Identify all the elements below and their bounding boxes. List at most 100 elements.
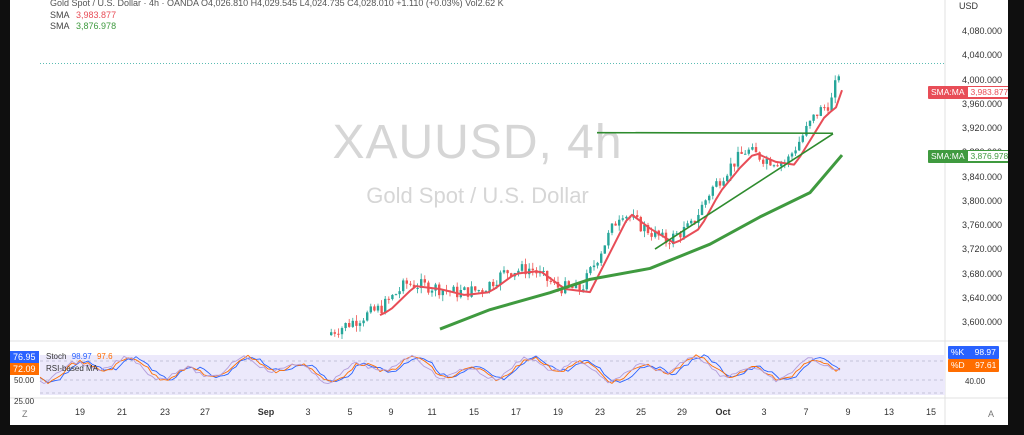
sma-slow-label: SMA	[50, 21, 70, 31]
candle-body	[582, 289, 585, 291]
candle-body	[463, 287, 466, 290]
candle-body	[718, 181, 722, 186]
d-tag: %D 97.61	[948, 359, 1000, 372]
candle-body	[772, 165, 776, 167]
candle-body	[618, 219, 621, 226]
time-tick-label: 25	[635, 407, 647, 417]
stoch-k-line	[39, 354, 841, 384]
price-tick-label: 3,800.000	[961, 195, 1002, 206]
time-tick-label: 23	[159, 407, 171, 417]
price-chart[interactable]	[10, 0, 1008, 425]
candle-body	[762, 159, 765, 164]
candle-body	[812, 114, 815, 121]
candle-body	[769, 158, 772, 166]
candle-body	[693, 220, 696, 223]
candle-body	[456, 286, 459, 298]
candle-body	[387, 298, 390, 300]
candle-body	[589, 267, 592, 274]
time-tick-label: 15	[468, 407, 480, 417]
candle-body	[499, 272, 502, 285]
candle-body	[416, 288, 419, 290]
candle-body	[808, 120, 812, 126]
candle-body	[391, 294, 394, 300]
candle-body	[625, 216, 628, 219]
candle-body	[423, 279, 426, 283]
candle-body	[567, 281, 570, 286]
auto-scale-icon[interactable]: A	[988, 409, 995, 419]
time-tick-label: 3	[305, 407, 311, 417]
indicator-level-25: 25.00	[14, 397, 35, 406]
candle-body	[672, 233, 675, 245]
candle-body	[826, 107, 830, 111]
candle-body	[747, 149, 750, 154]
candle-body	[686, 223, 689, 227]
time-tick-label: Oct	[715, 407, 731, 417]
candle-body	[765, 158, 768, 164]
candle-body	[787, 156, 790, 163]
candle-body	[607, 232, 610, 246]
price-tick-label: 4,000.000	[961, 74, 1002, 85]
candle-body	[675, 233, 678, 235]
chart-frame: XAUUSD, 4h Gold Spot / U.S. Dollar Gold …	[10, 0, 1008, 425]
time-tick-label: 11	[427, 407, 437, 417]
zoom-icon[interactable]: Z	[22, 409, 28, 419]
candle-body	[366, 312, 369, 321]
candle-body	[837, 76, 840, 81]
candle-body	[744, 153, 747, 155]
price-tick-label: 3,720.000	[961, 244, 1002, 255]
stoch-label: Stoch	[46, 352, 67, 361]
candle-body	[700, 204, 704, 215]
sma-fast-value: 3,983.877	[76, 10, 117, 20]
time-tick-label: 19	[552, 407, 564, 417]
candle-body	[571, 285, 574, 289]
k-tag-label: %K	[951, 347, 965, 357]
candle-body	[560, 287, 563, 294]
time-tick-label: 23	[594, 407, 606, 417]
candle-body	[348, 323, 351, 327]
candle-body	[405, 280, 408, 284]
candle-body	[708, 195, 711, 201]
candle-body	[722, 181, 725, 186]
candle-body	[542, 270, 545, 272]
time-tick-label: 3	[761, 407, 767, 417]
candle-body	[441, 290, 444, 296]
candle-body	[578, 282, 581, 291]
candle-body	[794, 150, 797, 154]
candle-body	[351, 320, 354, 327]
candle-body	[474, 286, 477, 291]
rsi-ma-line	[39, 354, 841, 385]
time-tick-label: 19	[74, 407, 86, 417]
candle-body	[495, 284, 498, 287]
indicator-level-50: 50.00	[14, 376, 35, 385]
sma-fast-legend[interactable]: SMA 3,983.877	[50, 10, 116, 21]
candle-body	[790, 153, 794, 157]
candle-body	[798, 141, 801, 151]
candle-body	[661, 232, 664, 236]
candle-body	[780, 162, 783, 167]
candle-body	[668, 243, 671, 245]
time-tick-label: 15	[925, 407, 937, 417]
price-tick-label: 4,040.000	[961, 50, 1002, 61]
candle-body	[715, 181, 718, 187]
stoch-legend[interactable]: Stoch 98.97 97.6	[46, 352, 113, 361]
candle-body	[517, 270, 520, 274]
time-tick-label: 29	[676, 407, 688, 417]
candle-body	[643, 224, 646, 232]
candle-body	[409, 283, 412, 285]
candle-body	[520, 264, 524, 271]
stoch-d-line	[39, 354, 841, 385]
candle-body	[614, 223, 617, 226]
time-tick-label: 17	[510, 407, 522, 417]
price-tick-label: 3,600.000	[961, 317, 1002, 327]
candle-body	[452, 286, 455, 292]
candle-body	[621, 218, 624, 220]
time-tick-label: 5	[347, 407, 353, 417]
candle-body	[726, 175, 729, 182]
indicator-right-tick: 40.00	[965, 377, 986, 386]
candle-body	[402, 280, 405, 292]
rsi-ma-legend[interactable]: RSI-based MA	[46, 364, 99, 373]
candle-body	[740, 151, 743, 154]
sma-slow-legend[interactable]: SMA 3,876.978	[50, 21, 116, 32]
candle-body	[506, 270, 509, 274]
price-tick-label: 3,680.000	[961, 268, 1002, 279]
